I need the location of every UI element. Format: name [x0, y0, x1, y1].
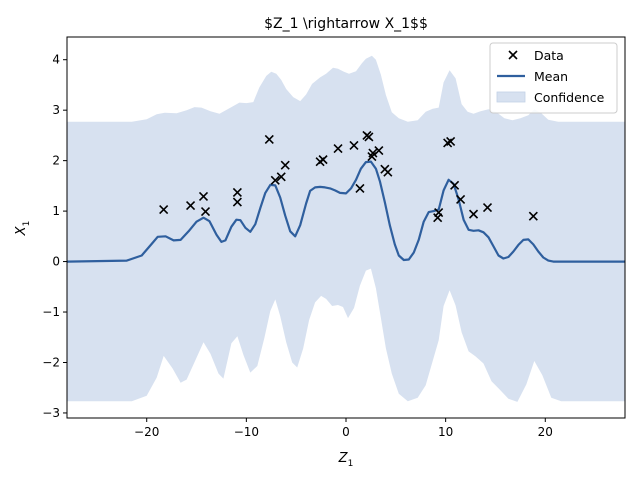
data-point: [264, 134, 274, 145]
data-point: [450, 180, 460, 190]
data-point-layer: [159, 130, 538, 223]
confidence-band: [67, 55, 625, 402]
data-point: [280, 160, 290, 170]
legend-label-confidence: Confidence: [534, 90, 605, 105]
mean-line-layer: [67, 160, 625, 263]
y-tick-label: 0: [52, 255, 60, 269]
x-axis-ticks: −20 −10 0 10 20: [134, 418, 553, 439]
data-point: [200, 207, 211, 217]
data-point: [232, 187, 242, 197]
x-tick-label: 0: [342, 425, 350, 439]
legend-confidence-swatch: [496, 91, 526, 103]
data-point: [374, 145, 384, 156]
y-tick-label: 1: [52, 204, 60, 218]
confidence-band-layer: [67, 55, 625, 402]
y-tick-label: −3: [42, 406, 60, 420]
x-tick-label: 10: [438, 425, 453, 439]
data-point: [333, 143, 343, 154]
x-tick-label: −10: [234, 425, 259, 439]
data-point: [383, 167, 393, 177]
mean-line: [67, 160, 625, 263]
data-point: [456, 194, 466, 205]
chart-title: $Z_1 \rightarrow X_1$$: [264, 16, 428, 32]
data-point: [482, 203, 493, 213]
legend-data-marker: [508, 50, 518, 60]
data-point: [349, 140, 359, 151]
y-tick-label: −1: [42, 305, 60, 319]
data-point: [364, 132, 374, 142]
data-point: [468, 209, 479, 219]
legend: Data Mean Confidence: [489, 42, 618, 114]
x-tick-label: −20: [134, 425, 159, 439]
data-point: [368, 148, 378, 158]
data-point: [355, 183, 365, 193]
y-tick-label: 3: [52, 103, 60, 117]
x-axis-label: Z1: [338, 451, 354, 469]
data-point: [276, 172, 286, 182]
data-point: [270, 175, 280, 185]
data-point: [434, 208, 444, 218]
y-tick-label: 2: [52, 154, 60, 168]
y-tick-label: −2: [42, 355, 60, 369]
x-tick-label: 20: [538, 425, 553, 439]
data-point: [318, 155, 328, 165]
data-point: [232, 197, 242, 207]
y-axis-ticks: −3 −2 −1 0 1 2 3 4: [42, 53, 67, 420]
data-point: [159, 205, 169, 215]
y-axis-label: X1: [14, 221, 32, 237]
data-point: [185, 200, 196, 211]
data-point: [446, 136, 456, 147]
legend-label-mean: Mean: [534, 69, 568, 84]
data-point: [528, 211, 538, 221]
y-tick-label: 4: [52, 53, 60, 67]
legend-label-data: Data: [534, 48, 564, 63]
data-point: [198, 191, 209, 202]
